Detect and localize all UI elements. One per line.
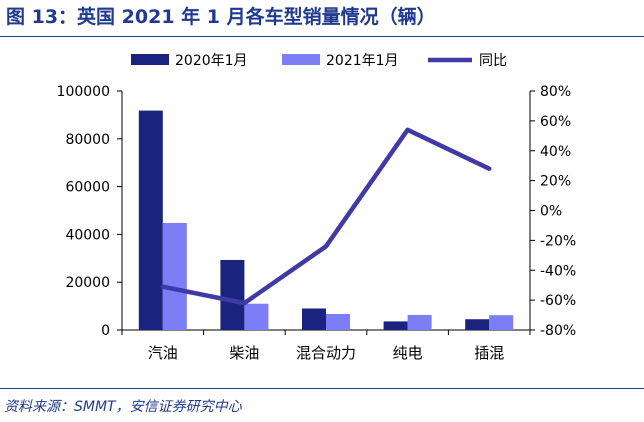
bar-2021-4 bbox=[489, 315, 514, 330]
axes: 0 20000 40000 60000 80000 100000 -80% -60% -40% -… bbox=[57, 84, 577, 362]
y-right-tick-label: -20% bbox=[540, 233, 576, 249]
source-note: 资料来源：SMMT，安信证券研究中心 bbox=[4, 399, 242, 415]
title-divider bbox=[0, 36, 644, 37]
y-right-tick-label: 0% bbox=[540, 204, 562, 220]
yoy-line bbox=[160, 127, 492, 306]
yoy-line-group bbox=[160, 127, 492, 306]
x-category-label: 插混 bbox=[474, 344, 504, 362]
bars bbox=[138, 110, 514, 331]
bar-2021-1 bbox=[244, 303, 269, 330]
y-left-tick-label: 20000 bbox=[65, 275, 110, 291]
bar-2020-1 bbox=[220, 259, 245, 330]
y-left-tick-label: 0 bbox=[101, 323, 110, 339]
bar-2021-2 bbox=[326, 313, 350, 330]
x-category-label: 混合动力 bbox=[296, 344, 356, 362]
y-right-tick-label: -60% bbox=[540, 293, 576, 309]
legend-swatch bbox=[282, 54, 320, 65]
bar-2020-2 bbox=[302, 308, 326, 330]
page-title: 图 13：英国 2021 年 1 月各车型销量情况（辆） bbox=[6, 6, 436, 28]
x-category-label: 汽油 bbox=[148, 344, 178, 362]
y-right-tick-label: 20% bbox=[540, 174, 571, 190]
y-right-tick-label: 60% bbox=[540, 114, 571, 130]
y-right-tick-label: -40% bbox=[540, 263, 576, 279]
y-left-tick-label: 80000 bbox=[65, 132, 110, 148]
bar-2020-3 bbox=[383, 321, 408, 330]
legend-label: 2021年1月 bbox=[326, 53, 399, 69]
x-category-label: 纯电 bbox=[393, 344, 423, 362]
bar-2021-0 bbox=[162, 222, 187, 330]
y-right-tick-label: 80% bbox=[540, 84, 571, 100]
y-left-tick-label: 60000 bbox=[65, 180, 110, 196]
y-right-tick-label: 40% bbox=[540, 144, 571, 160]
y-left-tick-label: 100000 bbox=[57, 84, 110, 100]
x-category-label: 柴油 bbox=[229, 344, 259, 362]
bar-2020-4 bbox=[465, 319, 490, 330]
legend-label: 2020年1月 bbox=[175, 53, 248, 69]
bar-2020-0 bbox=[138, 110, 163, 331]
legend-label: 同比 bbox=[479, 53, 507, 69]
bar-2021-3 bbox=[407, 314, 432, 330]
legend: 2020年1月 2021年1月 同比 bbox=[131, 53, 507, 69]
y-right-tick-label: -80% bbox=[540, 323, 576, 339]
footer-divider bbox=[0, 388, 644, 389]
legend-swatch bbox=[131, 54, 169, 65]
y-left-tick-label: 40000 bbox=[65, 227, 110, 243]
